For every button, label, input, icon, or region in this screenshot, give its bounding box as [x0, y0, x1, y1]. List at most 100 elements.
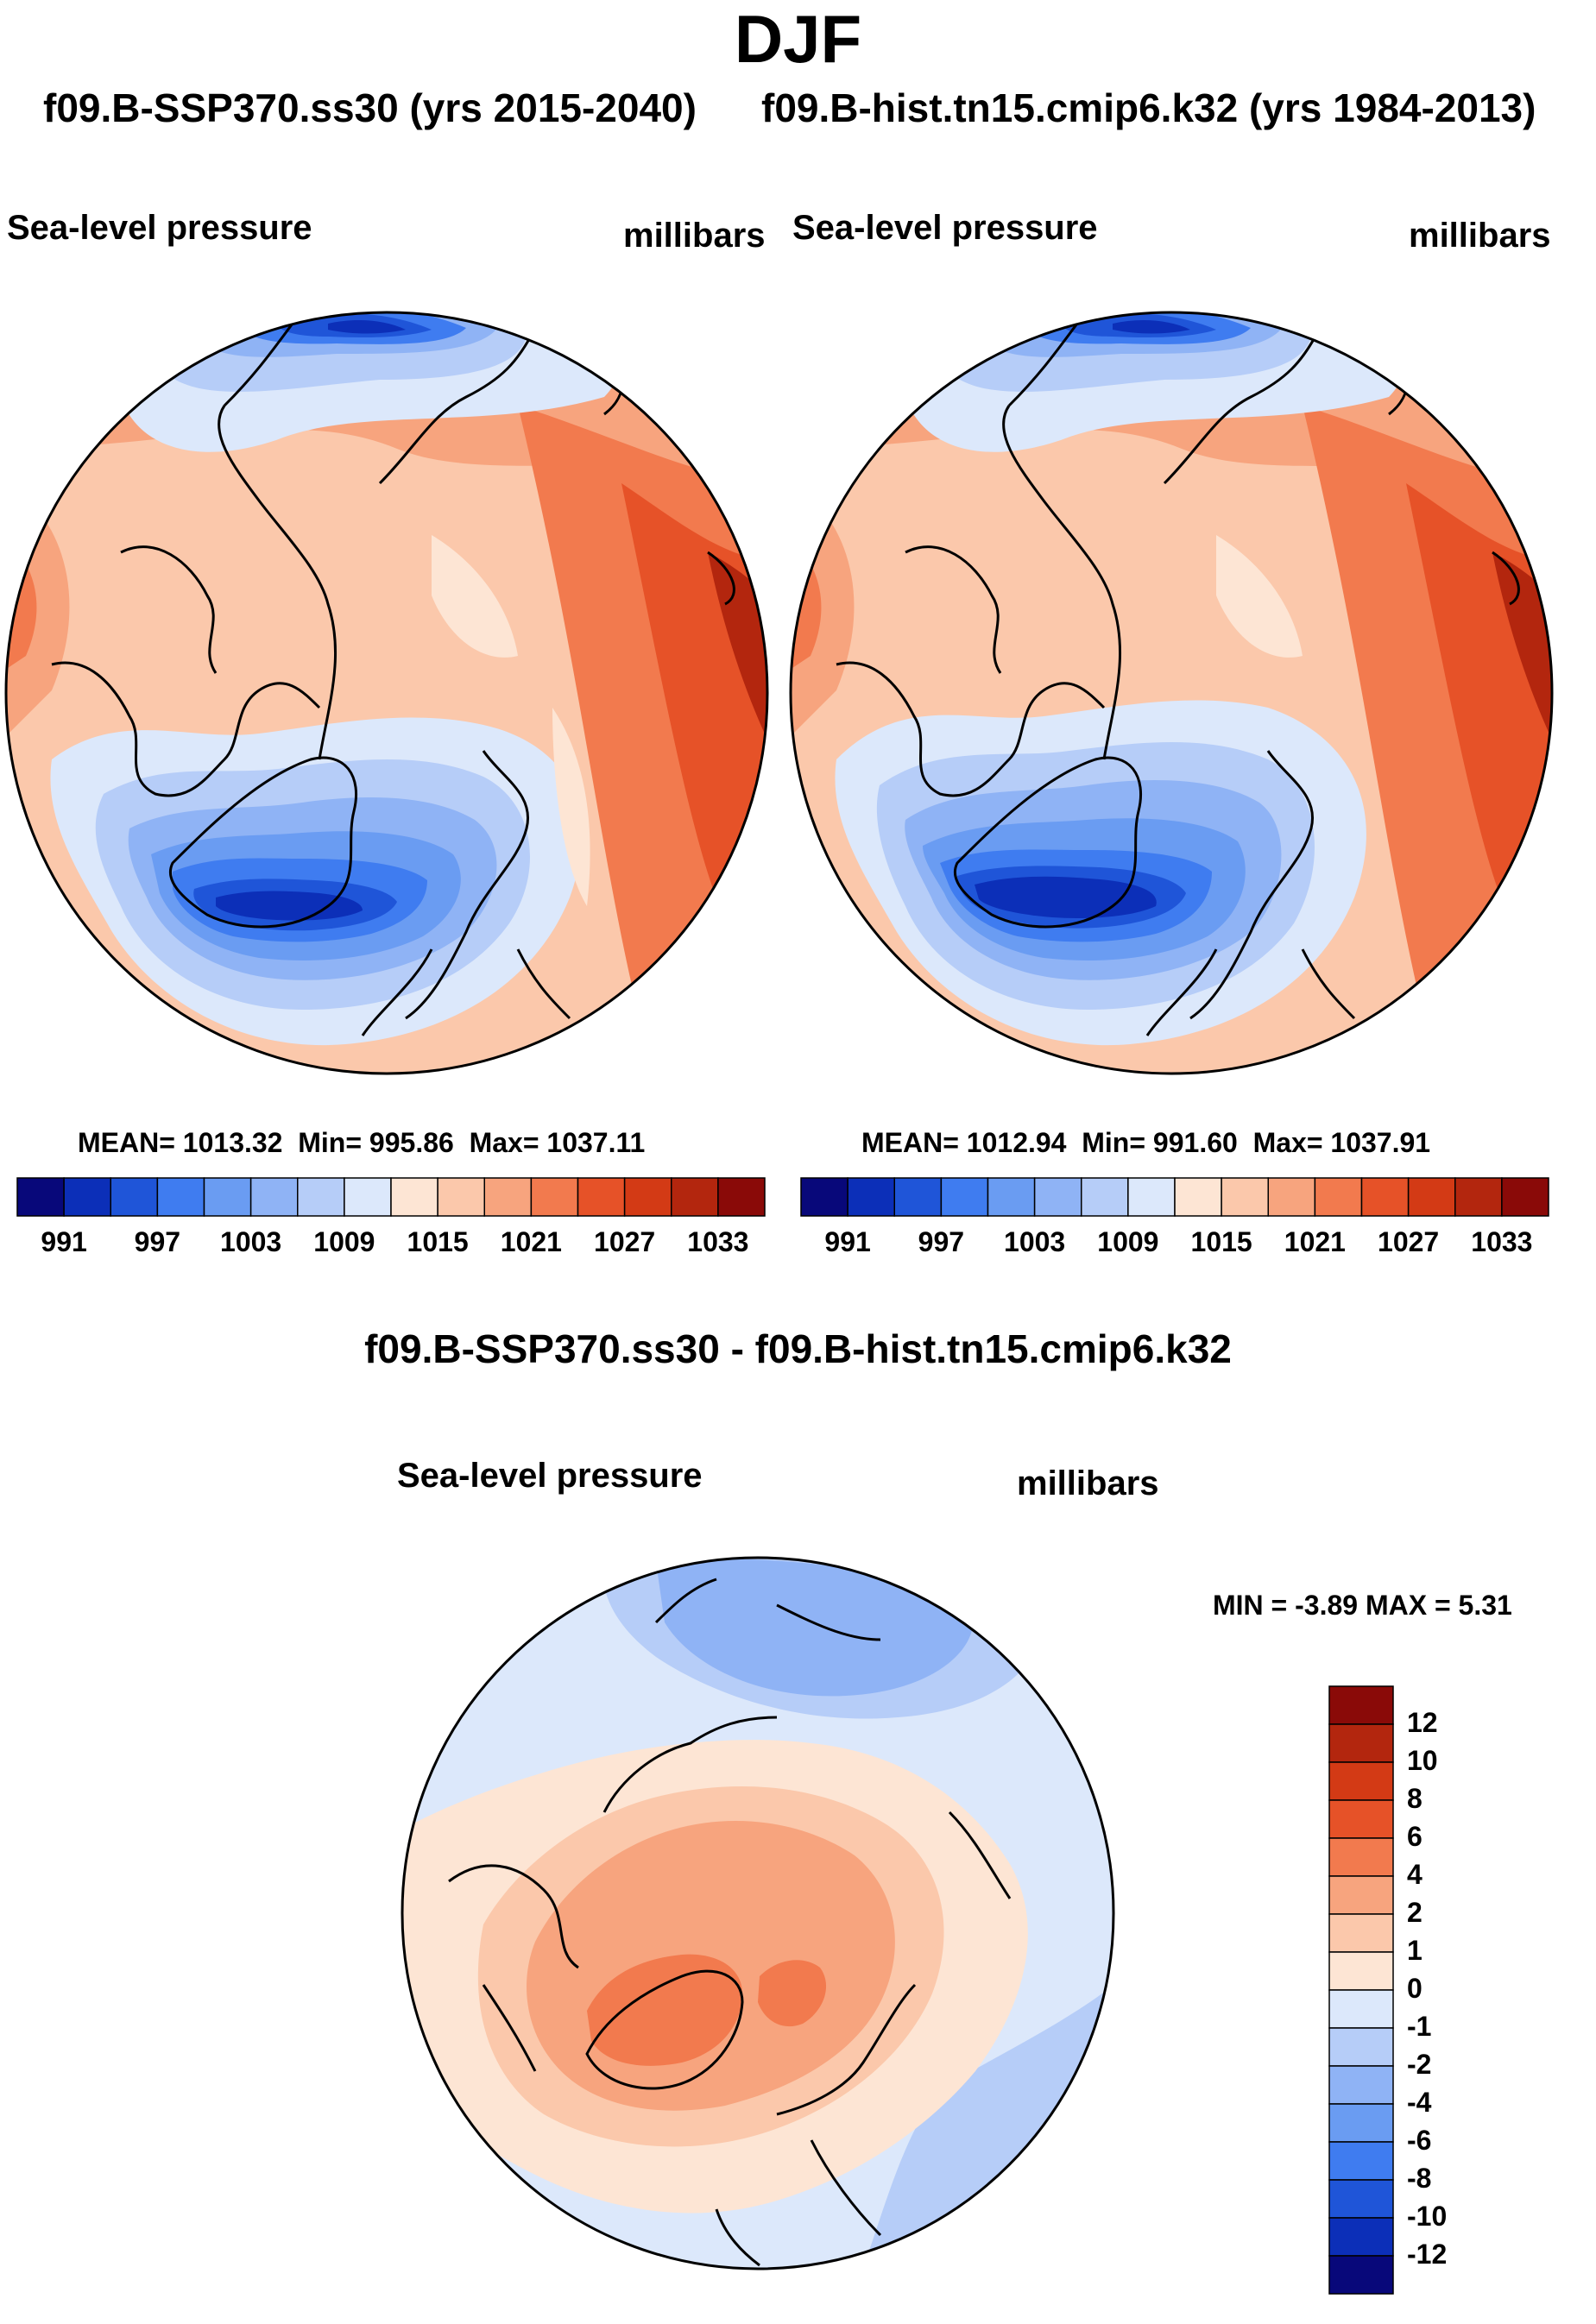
panel1-mean-value: 1013.32 [182, 1127, 283, 1158]
difference-units-label: millibars [1017, 1464, 1159, 1502]
colorbar-swatch [344, 1177, 392, 1217]
colorbar-swatch [1328, 2103, 1394, 2143]
colorbar-tick-label: 1033 [687, 1226, 749, 1257]
colorbar-swatch [1328, 1837, 1394, 1877]
colorbar-tick-label: 4 [1407, 1859, 1423, 1890]
colorbar-swatch [530, 1177, 579, 1217]
colorbar-swatch [1033, 1177, 1082, 1217]
colorbar-swatch [110, 1177, 159, 1217]
colorbar-swatch [437, 1177, 485, 1217]
colorbar-tick-label: 1027 [594, 1226, 656, 1257]
panel2-mean-label: MEAN= [861, 1127, 959, 1158]
colorbar-swatch [623, 1177, 672, 1217]
left-case-header: f09.B-SSP370.ss30 (yrs 2015-2040) [43, 85, 697, 130]
colorbar-swatch [1081, 1177, 1129, 1217]
colorbar-tick-label: -6 [1407, 2125, 1432, 2156]
colorbar-swatch [1127, 1177, 1176, 1217]
difference-max-label: MAX = [1365, 1590, 1451, 1621]
colorbar-tick-label: 1033 [1471, 1226, 1533, 1257]
colorbar-tick-label: 1009 [1097, 1226, 1159, 1257]
colorbar-tick-label: 2 [1407, 1897, 1423, 1928]
colorbar-tick-label: 997 [134, 1226, 181, 1257]
colorbar-swatch [203, 1177, 252, 1217]
difference-variable-label: Sea-level pressure [397, 1457, 703, 1495]
colorbar-tick-label: 991 [824, 1226, 871, 1257]
panel1-colorbar [16, 1177, 766, 1217]
colorbar-swatch [1314, 1177, 1363, 1217]
difference-minmax: MIN = -3.89 MAX = 5.31 [1213, 1590, 1512, 1622]
colorbar-tick-label: 1 [1407, 1935, 1423, 1966]
colorbar-swatch [1328, 1685, 1394, 1725]
colorbar-swatch [717, 1177, 766, 1217]
difference-min-label: MIN = [1213, 1590, 1288, 1621]
colorbar-swatch [800, 1177, 848, 1217]
colorbar-tick-label: 12 [1407, 1707, 1438, 1738]
colorbar-tick-label: 1009 [313, 1226, 375, 1257]
colorbar-tick-label: 1027 [1378, 1226, 1440, 1257]
colorbar-swatch [1501, 1177, 1549, 1217]
colorbar-tick-label: 10 [1407, 1745, 1438, 1776]
colorbar-tick-label: 1021 [500, 1226, 562, 1257]
colorbar-tick-label: 6 [1407, 1821, 1423, 1852]
panel1-max-label: Max= [469, 1127, 539, 1158]
colorbar-tick-label: 1003 [1004, 1226, 1066, 1257]
panel2-mean-value: 1012.94 [966, 1127, 1067, 1158]
colorbar-swatch [1328, 2255, 1394, 2295]
colorbar-tick-label: 1015 [407, 1226, 469, 1257]
panel1-stats: MEAN= 1013.32 Min= 995.86 Max= 1037.11 [78, 1127, 645, 1159]
panel1-map [4, 311, 769, 1075]
colorbar-tick-label: 0 [1407, 1973, 1423, 2004]
panel2-stats: MEAN= 1012.94 Min= 991.60 Max= 1037.91 [861, 1127, 1430, 1159]
colorbar-swatch [671, 1177, 719, 1217]
right-case-header: f09.B-hist.tn15.cmip6.k32 (yrs 1984-2013… [761, 85, 1536, 130]
panel2-max-label: Max= [1252, 1127, 1323, 1158]
colorbar-swatch [577, 1177, 626, 1217]
colorbar-swatch [1360, 1177, 1410, 1217]
panel1-max-value: 1037.11 [546, 1127, 646, 1158]
colorbar-swatch [940, 1177, 989, 1217]
panel2-max-value: 1037.91 [1330, 1127, 1431, 1158]
colorbar-swatch [249, 1177, 299, 1217]
colorbar-swatch [1328, 2027, 1394, 2067]
panel2-min-value: 991.60 [1152, 1127, 1238, 1158]
panel1-units-label: millibars [623, 217, 766, 255]
colorbar-swatch [1407, 1177, 1456, 1217]
colorbar-swatch [1328, 2065, 1394, 2105]
figure-title: DJF [734, 1, 862, 77]
colorbar-tick-label: -12 [1407, 2239, 1448, 2270]
colorbar-tick-label: 1015 [1190, 1226, 1252, 1257]
colorbar-swatch [483, 1177, 533, 1217]
colorbar-swatch [63, 1177, 111, 1217]
panel2-units-label: millibars [1409, 217, 1551, 255]
colorbar-tick-label: 997 [918, 1226, 965, 1257]
colorbar-tick-label: -1 [1407, 2011, 1432, 2042]
colorbar-swatch [1328, 1799, 1394, 1839]
colorbar-swatch [1328, 2179, 1394, 2219]
colorbar-swatch [1174, 1177, 1222, 1217]
colorbar-tick-label: 1003 [220, 1226, 282, 1257]
difference-min-value: -3.89 [1295, 1590, 1359, 1621]
colorbar-swatch [1454, 1177, 1503, 1217]
colorbar-tick-label: -10 [1407, 2201, 1448, 2232]
colorbar-tick-label: 1021 [1284, 1226, 1346, 1257]
panel2-colorbar [800, 1177, 1549, 1217]
colorbar-tick-label: -4 [1407, 2087, 1432, 2118]
colorbar-tick-label: -8 [1407, 2163, 1432, 2194]
colorbar-tick-label: -2 [1407, 2049, 1432, 2080]
difference-max-value: 5.31 [1458, 1590, 1512, 1621]
colorbar-swatch [1328, 1913, 1394, 1953]
colorbar-swatch [16, 1177, 65, 1217]
difference-map [401, 1556, 1115, 2270]
colorbar-swatch [1221, 1177, 1269, 1217]
colorbar-swatch [847, 1177, 895, 1217]
panel1-min-label: Min= [298, 1127, 363, 1158]
colorbar-swatch [156, 1177, 205, 1217]
colorbar-swatch [390, 1177, 438, 1217]
colorbar-swatch [1267, 1177, 1316, 1217]
difference-colorbar [1328, 1685, 1394, 2295]
colorbar-swatch [1328, 1875, 1394, 1915]
panel1-variable-label: Sea-level pressure [7, 209, 312, 247]
colorbar-swatch [1328, 1989, 1394, 2029]
colorbar-swatch [987, 1177, 1036, 1217]
